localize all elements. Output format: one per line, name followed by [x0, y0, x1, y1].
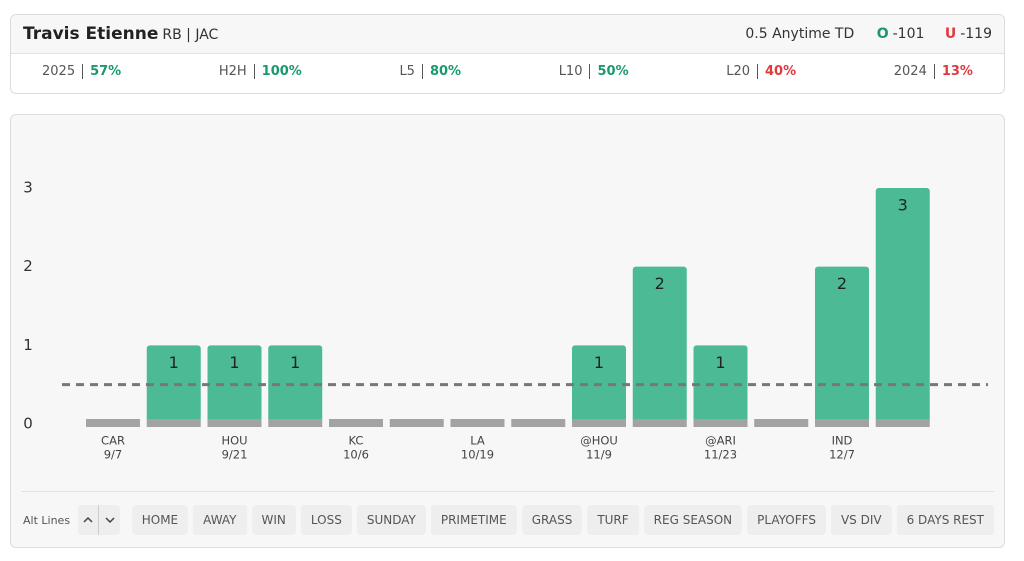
x-tick-label: KC — [349, 434, 364, 448]
bar-base — [815, 419, 869, 427]
bar-base — [754, 419, 809, 427]
x-date-label: 11/9 — [586, 448, 612, 462]
x-tick-label: IND — [832, 434, 853, 448]
alt-line-down[interactable] — [99, 505, 120, 535]
filter-button[interactable]: 6 DAYS REST — [896, 505, 994, 535]
hit-rate[interactable]: 2025 57% — [42, 64, 121, 79]
hit-rate-value: 57% — [90, 64, 122, 79]
x-tick-label: CAR — [101, 434, 125, 448]
value-label: 1 — [715, 353, 725, 372]
under-odds: -119 — [960, 26, 992, 42]
bar-base — [572, 419, 626, 427]
filter-button[interactable]: REG SEASON — [643, 505, 743, 535]
x-date-label: 9/21 — [222, 448, 248, 462]
bar-base — [450, 419, 505, 427]
hit-rate-value: 80% — [429, 64, 462, 79]
value-label: 1 — [229, 353, 239, 372]
hit-rate-label: 2025 — [42, 64, 84, 79]
value-label: 1 — [169, 353, 179, 372]
hit-rate-value: 40% — [765, 64, 797, 79]
value-label: 3 — [898, 196, 908, 215]
bar-base — [875, 419, 930, 427]
hit-rate-value: 50% — [597, 64, 629, 79]
y-tick-label: 0 — [23, 415, 33, 433]
hit-rate-label: L5 — [399, 64, 423, 79]
filter-button[interactable]: SUNDAY — [356, 505, 426, 535]
x-date-label: 12/7 — [829, 448, 855, 462]
x-tick-label: HOU — [221, 434, 247, 448]
filter-button[interactable]: VS DIV — [830, 505, 892, 535]
bar-base — [389, 419, 444, 427]
y-tick-label: 2 — [23, 257, 33, 275]
bar-base — [207, 419, 262, 427]
line: 0.5 Anytime TD — [745, 26, 855, 42]
hit-rate-label: H2H — [218, 64, 255, 79]
value-label: 1 — [594, 353, 604, 372]
filter-button[interactable]: GRASS — [521, 505, 583, 535]
hit-rate-label: L10 — [558, 64, 591, 79]
x-date-label: 10/6 — [343, 448, 369, 462]
filter-button[interactable]: TURF — [587, 505, 639, 535]
x-tick-label: @HOU — [580, 434, 618, 448]
bar-base — [632, 419, 687, 427]
value-label: 2 — [655, 274, 665, 293]
bar-base — [693, 419, 748, 427]
bar — [815, 266, 869, 422]
bar — [146, 345, 201, 422]
value-label: 2 — [837, 274, 847, 293]
filter-button[interactable]: LOSS — [300, 505, 352, 535]
bar-base — [86, 419, 140, 427]
hit-rate-value: 100% — [261, 64, 302, 79]
hit-rate-label: 2024 — [893, 64, 935, 79]
hit-rate[interactable]: L5 80% — [399, 64, 461, 79]
x-tick-label: LA — [470, 434, 485, 448]
x-date-label: 9/7 — [104, 448, 123, 462]
x-date-label: 10/19 — [461, 448, 494, 462]
y-tick-label: 1 — [23, 336, 33, 354]
alt-line-up[interactable] — [78, 505, 100, 535]
position-team: RB | JAC — [162, 27, 219, 43]
bar — [875, 188, 930, 422]
alt-lines-label: Alt Lines — [23, 513, 71, 527]
odds: 0.5 Anytime TD O -101 U -119 — [741, 26, 992, 42]
value-label: 1 — [290, 353, 300, 372]
over-label: O — [876, 26, 889, 42]
filter-button[interactable]: HOME — [131, 505, 189, 535]
y-tick-label: 3 — [23, 179, 33, 197]
header: Travis Etienne RB | JAC 0.5 Anytime TD O-… — [11, 15, 1004, 54]
player: Travis Etienne — [23, 24, 159, 44]
filter-button[interactable]: AWAY — [193, 505, 247, 535]
filter-button[interactable]: WIN — [251, 505, 296, 535]
hit-rates: 2025 57% H2H 100% L5 80% L10 50% L20 40% 2024 13% — [42, 64, 973, 79]
under-label: U — [944, 26, 957, 42]
filters: Alt Lines HOME AWAY WIN LOSS SUNDAY PRIMETIME… — [21, 491, 994, 548]
bar-base — [268, 419, 323, 427]
over-odds: -101 — [892, 26, 925, 42]
bar-base — [511, 419, 566, 427]
hit-rate[interactable]: 2024 13% — [893, 64, 973, 79]
hit-rate[interactable]: H2H 100% — [218, 64, 302, 79]
bar — [632, 266, 687, 422]
player-name: Travis Etienne RB | JAC — [23, 24, 218, 44]
bar-base — [146, 419, 201, 427]
bar-base — [329, 419, 383, 427]
filter-button[interactable]: PRIMETIME — [430, 505, 517, 535]
hit-rate[interactable]: L20 40% — [726, 64, 796, 79]
x-date-label: 11/23 — [704, 448, 737, 462]
x-tick-label: @ARI — [705, 434, 736, 448]
hit-rate[interactable]: L10 50% — [558, 64, 629, 79]
hit-rate-label: L20 — [726, 64, 759, 79]
filter-button[interactable]: PLAYOFFS — [747, 505, 826, 535]
hit-rate-value: 13% — [941, 64, 973, 79]
prop-card: Travis Etienne RB | JAC 0.5 Anytime TD O-… — [10, 14, 1005, 94]
bar — [268, 345, 323, 422]
